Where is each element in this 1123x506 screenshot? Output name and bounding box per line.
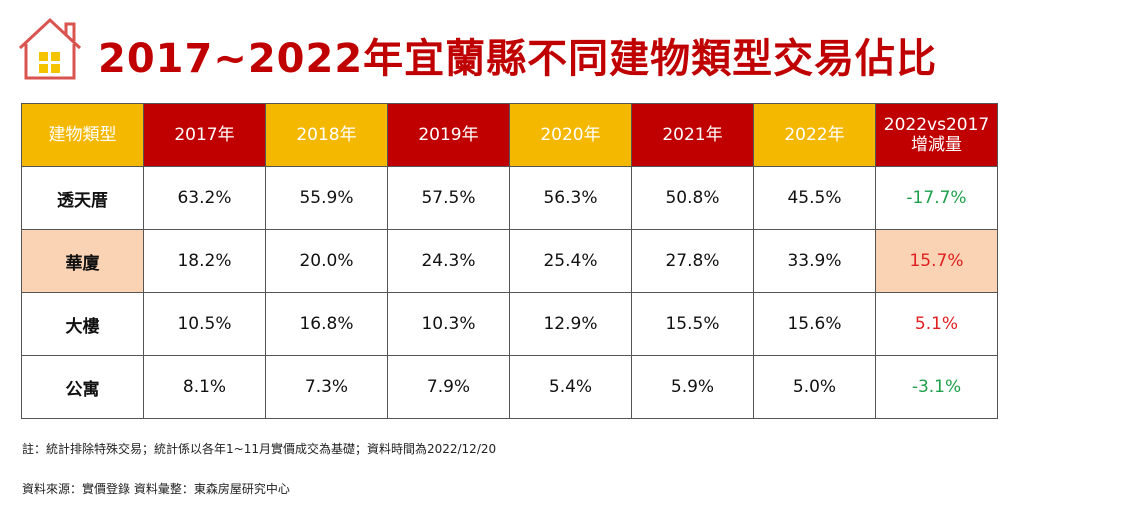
row-label: 透天厝: [21, 166, 144, 230]
header-cell: 2018年: [265, 103, 388, 167]
row-label: 公寓: [21, 355, 144, 419]
cell: 12.9%: [509, 292, 632, 356]
cell: -3.1%: [875, 355, 998, 419]
header-cell: 2021年: [631, 103, 754, 167]
house-icon: [18, 17, 82, 80]
cell: 18.2%: [143, 229, 266, 293]
cell: 20.0%: [265, 229, 388, 293]
cell: 50.8%: [631, 166, 754, 230]
row-label: 大樓: [21, 292, 144, 356]
source: 資料來源：實價登錄 資料彙整：東森房屋研究中心: [22, 482, 290, 496]
title: 2017~2022年宜蘭縣不同建物類型交易佔比: [98, 36, 938, 82]
cell: 15.5%: [631, 292, 754, 356]
cell: 7.3%: [265, 355, 388, 419]
header-line: 增減量: [911, 135, 962, 155]
cell: 5.1%: [875, 292, 998, 356]
cell: 56.3%: [509, 166, 632, 230]
cell: 5.0%: [753, 355, 876, 419]
cell: 63.2%: [143, 166, 266, 230]
cell: -17.7%: [875, 166, 998, 230]
data-row: 大樓 10.5% 16.8% 10.3% 12.9% 15.5% 15.6% 5.1%: [21, 292, 998, 356]
cell: 24.3%: [387, 229, 510, 293]
cell: 8.1%: [143, 355, 266, 419]
cell: 27.8%: [631, 229, 754, 293]
header-cell: 2017年: [143, 103, 266, 167]
cell: 15.7%: [875, 229, 998, 293]
row-label: 華廈: [21, 229, 144, 293]
cell: 7.9%: [387, 355, 510, 419]
cell: 15.6%: [753, 292, 876, 356]
cell: 16.8%: [265, 292, 388, 356]
header-cell: 2022年: [753, 103, 876, 167]
header-row: 建物類型 2017年 2018年 2019年 2020年 2021年 2022年 2022vs…: [21, 103, 998, 167]
cell: 10.5%: [143, 292, 266, 356]
data-row: 公寓 8.1% 7.3% 7.9% 5.4% 5.9% 5.0% -3.1%: [21, 355, 998, 419]
cell: 5.9%: [631, 355, 754, 419]
cell: 10.3%: [387, 292, 510, 356]
cell: 25.4%: [509, 229, 632, 293]
header-cell: 2019年: [387, 103, 510, 167]
header-line: 2022vs2017: [883, 115, 990, 135]
table: 建物類型 2017年 2018年 2019年 2020年 2021年 2022年 2022vs…: [21, 103, 998, 419]
data-row: 透天厝 63.2% 55.9% 57.5% 56.3% 50.8% 45.5% -17.7%: [21, 166, 998, 230]
cell: 45.5%: [753, 166, 876, 230]
cell: 5.4%: [509, 355, 632, 419]
cell: 57.5%: [387, 166, 510, 230]
header-cell: 建物類型: [21, 103, 144, 167]
data-row: 華廈 18.2% 20.0% 24.3% 25.4% 27.8% 33.9% 15.7%: [21, 229, 998, 293]
cell: 33.9%: [753, 229, 876, 293]
header-cell: 2020年: [509, 103, 632, 167]
header-cell: 2022vs2017 增減量: [875, 103, 998, 167]
cell: 55.9%: [265, 166, 388, 230]
note: 註：統計排除特殊交易；統計係以各年1~11月實價成交為基礎；資料時間為2022/…: [22, 442, 497, 456]
